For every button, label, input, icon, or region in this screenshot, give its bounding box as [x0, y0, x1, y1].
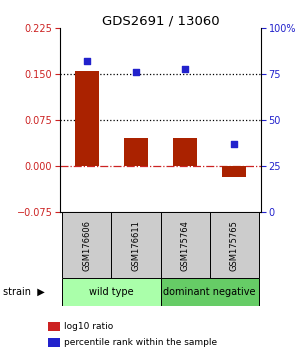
Text: log10 ratio: log10 ratio	[64, 322, 114, 331]
Text: dominant negative: dominant negative	[163, 287, 256, 297]
Point	[232, 142, 236, 147]
Bar	[173, 138, 197, 166]
Text: wild type: wild type	[89, 287, 134, 297]
Point	[134, 70, 138, 75]
Text: GSM175764: GSM175764	[181, 220, 190, 270]
Bar	[112, 212, 160, 278]
Bar	[62, 278, 161, 306]
Text: GSM176611: GSM176611	[131, 220, 140, 270]
Text: strain  ▶: strain ▶	[3, 287, 45, 297]
Text: GSM176606: GSM176606	[82, 219, 91, 271]
Text: percentile rank within the sample: percentile rank within the sample	[64, 338, 218, 347]
Bar	[62, 212, 112, 278]
Bar	[222, 166, 246, 177]
Bar	[209, 212, 259, 278]
Bar	[75, 71, 99, 166]
Bar	[160, 278, 259, 306]
Bar	[160, 212, 209, 278]
Point	[183, 66, 188, 72]
Text: GSM175765: GSM175765	[230, 220, 238, 270]
Point	[85, 59, 89, 64]
Bar	[124, 138, 148, 166]
Title: GDS2691 / 13060: GDS2691 / 13060	[102, 14, 219, 27]
